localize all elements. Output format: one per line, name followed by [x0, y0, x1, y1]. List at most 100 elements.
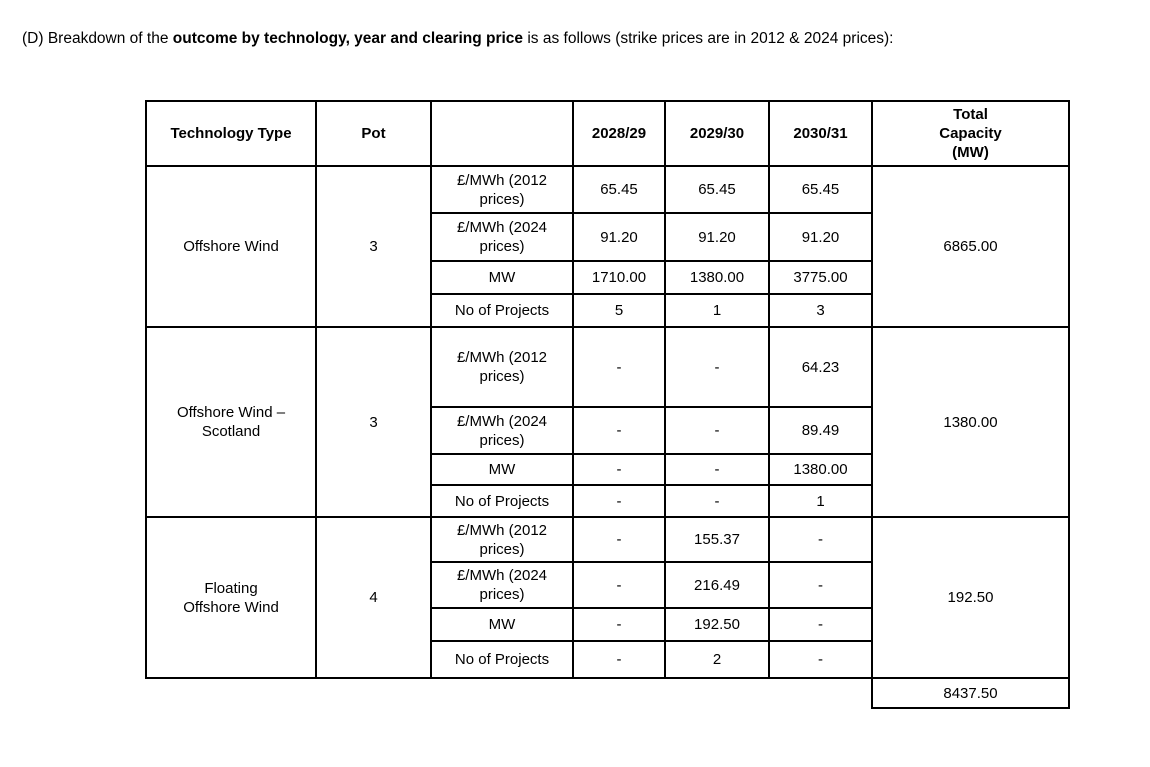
- metric-label: £/MWh (2012 prices): [456, 521, 548, 558]
- technology-cell-floating-offshore-wind: Floating Offshore Wind: [145, 516, 317, 679]
- table-row: Floating Offshore Wind 4 £/MWh (2012 pri…: [145, 516, 1070, 679]
- value-cell: 3775.00: [768, 260, 873, 295]
- header-total-capacity: Total Capacity (MW): [871, 100, 1070, 167]
- value-cell: 65.45: [664, 165, 770, 214]
- header-year-2028-29: 2028/29: [572, 100, 666, 167]
- table-row: No of Projects - - 1: [146, 484, 1069, 518]
- technology-label: Offshore Wind – Scotland: [176, 404, 286, 440]
- metric-label: No of Projects: [454, 302, 550, 319]
- value-cell: -: [768, 516, 873, 563]
- header-row: Technology Type Pot 2028/29 2029/30 2030…: [145, 100, 1070, 167]
- intro-suffix: is as follows (strike prices are in 2012…: [523, 30, 894, 47]
- grand-total-filler: [146, 678, 872, 708]
- metric-label: £/MWh (2024 prices): [456, 219, 548, 255]
- value-cell: 5: [572, 293, 666, 328]
- metric-label: £/MWh (2012 prices): [456, 171, 548, 208]
- metric-label-cell: £/MWh (2012 prices): [430, 165, 574, 214]
- metric-label-cell: No of Projects: [430, 640, 574, 679]
- technology-cell-offshore-wind: Offshore Wind: [145, 165, 317, 328]
- value-cell: 65.45: [572, 165, 666, 214]
- metric-label: £/MWh (2024 prices): [456, 412, 548, 449]
- value-cell: 216.49: [664, 561, 770, 609]
- value-cell: -: [664, 326, 770, 408]
- value-cell: -: [664, 453, 770, 486]
- value-cell: 91.20: [768, 212, 873, 262]
- header-technology-type: Technology Type: [145, 100, 317, 167]
- value-cell: -: [572, 640, 666, 679]
- table-row: £/MWh (2024 prices) - - 89.49: [146, 406, 1069, 455]
- intro-bold-phrase: outcome by technology, year and clearing…: [172, 30, 524, 47]
- table-row: MW - - 1380.00: [146, 453, 1069, 486]
- pot-cell: 3: [315, 165, 432, 328]
- metric-label-cell: MW: [430, 607, 574, 642]
- metric-label: No of Projects: [454, 492, 550, 510]
- table-row: MW 1710.00 1380.00 3775.00: [146, 260, 1069, 295]
- metric-label-cell: £/MWh (2024 prices): [430, 406, 574, 455]
- metric-label: MW: [488, 616, 516, 633]
- technology-label: Offshore Wind: [183, 238, 279, 255]
- value-cell: 91.20: [572, 212, 666, 262]
- value-cell: 1380.00: [768, 453, 873, 486]
- technology-cell-offshore-wind-scotland: Offshore Wind – Scotland: [145, 326, 317, 518]
- metric-label: £/MWh (2024 prices): [456, 567, 548, 603]
- value-cell: -: [572, 516, 666, 563]
- metric-label-cell: No of Projects: [430, 293, 574, 328]
- value-cell: 91.20: [664, 212, 770, 262]
- metric-label-cell: £/MWh (2024 prices): [430, 561, 574, 609]
- value-cell: 2: [664, 640, 770, 679]
- pot-cell: 4: [315, 516, 432, 679]
- value-cell: 3: [768, 293, 873, 328]
- table-row: £/MWh (2024 prices) 91.20 91.20 91.20: [146, 212, 1069, 262]
- metric-label: MW: [488, 269, 516, 286]
- pot-cell: 3: [315, 326, 432, 518]
- grand-total-row: 8437.50: [146, 677, 1070, 709]
- header-year-2030-31: 2030/31: [768, 100, 873, 167]
- metric-label-cell: MW: [430, 260, 574, 295]
- value-cell: -: [572, 406, 666, 455]
- value-cell: 192.50: [664, 607, 770, 642]
- metric-label-cell: £/MWh (2012 prices): [430, 326, 574, 408]
- value-cell: -: [768, 640, 873, 679]
- value-cell: -: [664, 406, 770, 455]
- value-cell: 1: [768, 484, 873, 518]
- table-row: Offshore Wind 3 £/MWh (2012 prices) 65.4…: [145, 165, 1070, 328]
- table-row: £/MWh (2024 prices) - 216.49 -: [146, 561, 1069, 609]
- metric-label: £/MWh (2012 prices): [456, 349, 548, 385]
- intro-text: (D) Breakdown of the outcome by technolo…: [22, 27, 1098, 51]
- value-cell: 89.49: [768, 406, 873, 455]
- metric-label-cell: No of Projects: [430, 484, 574, 518]
- metric-label-cell: £/MWh (2024 prices): [430, 212, 574, 262]
- value-cell: -: [572, 561, 666, 609]
- value-cell: 1: [664, 293, 770, 328]
- table-row: Offshore Wind – Scotland 3 £/MWh (2012 p…: [145, 326, 1070, 518]
- metric-label-cell: MW: [430, 453, 574, 486]
- value-cell: -: [572, 453, 666, 486]
- value-cell: -: [572, 607, 666, 642]
- metric-label: MW: [488, 461, 516, 478]
- metric-label: No of Projects: [454, 651, 550, 668]
- value-cell: -: [768, 607, 873, 642]
- metric-label-cell: £/MWh (2012 prices): [430, 516, 574, 563]
- intro-prefix: (D) Breakdown of the: [22, 30, 173, 47]
- value-cell: 65.45: [768, 165, 873, 214]
- value-cell: -: [572, 484, 666, 518]
- value-cell: 1710.00: [572, 260, 666, 295]
- section-total-cell: 192.50: [871, 516, 1070, 679]
- table-row: MW - 192.50 -: [146, 607, 1069, 642]
- header-year-2029-30: 2029/30: [664, 100, 770, 167]
- grand-total-cell: 8437.50: [871, 677, 1070, 709]
- value-cell: -: [664, 484, 770, 518]
- table-row: No of Projects - 2 -: [146, 640, 1069, 679]
- header-total-capacity-label: Total Capacity (MW): [939, 106, 1002, 161]
- header-pot: Pot: [315, 100, 432, 167]
- section-total-cell: 6865.00: [871, 165, 1070, 328]
- section-total-cell: 1380.00: [871, 326, 1070, 518]
- value-cell: 155.37: [664, 516, 770, 563]
- value-cell: 64.23: [768, 326, 873, 408]
- value-cell: 1380.00: [664, 260, 770, 295]
- table-row: No of Projects 5 1 3: [146, 293, 1069, 328]
- value-cell: -: [572, 326, 666, 408]
- header-metric-empty: [430, 100, 574, 167]
- technology-label: Floating Offshore Wind: [183, 579, 279, 616]
- breakdown-table: Technology Type Pot 2028/29 2029/30 2030…: [145, 100, 1070, 709]
